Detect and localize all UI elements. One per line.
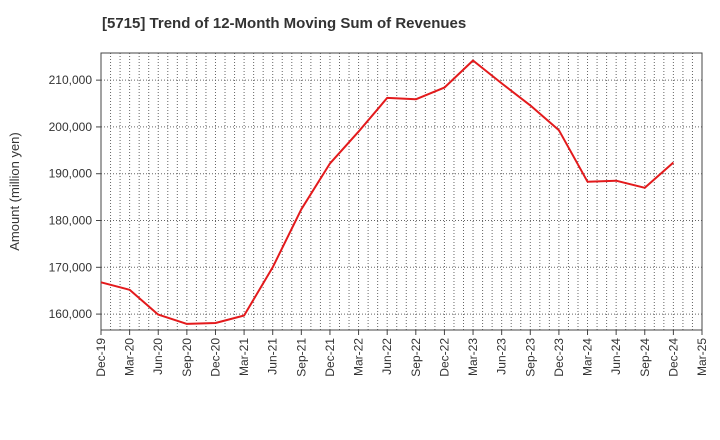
x-tick-label: Mar-23 <box>466 338 480 376</box>
x-tick-label: Jun-20 <box>151 338 165 375</box>
y-tick-label: 180,000 <box>49 214 93 228</box>
x-tick-label: Dec-20 <box>208 338 222 377</box>
x-tick-label: Sep-23 <box>523 338 537 377</box>
series-layer <box>100 59 675 325</box>
x-tick-label: Jun-21 <box>266 338 280 375</box>
x-tick-label: Dec-21 <box>323 338 337 377</box>
y-tick-label: 160,000 <box>49 307 93 321</box>
y-tick-label: 190,000 <box>49 167 93 181</box>
x-tick-label: Sep-20 <box>180 338 194 377</box>
x-tick-label: Jun-22 <box>380 338 394 375</box>
y-tick-label: 210,000 <box>49 73 93 87</box>
x-tick-label: Mar-22 <box>352 338 366 376</box>
y-tick-label: 200,000 <box>49 120 93 134</box>
x-tick-label: Dec-23 <box>552 338 566 377</box>
plot-area-frame <box>100 52 703 331</box>
x-tick-label: Mar-25 <box>695 338 709 376</box>
y-axis-ticks: 160,000 170,000 180,000 190,000 200,000 210,0… <box>49 73 101 321</box>
series-line <box>100 59 675 325</box>
y-tick-label: 170,000 <box>49 260 93 274</box>
x-tick-label: Dec-22 <box>437 338 451 377</box>
x-axis-ticks: Dec-19 Mar-20 Jun-20 Sep-20 Dec-20 Mar-21 Jun-… <box>94 330 709 377</box>
x-tick-label: Dec-19 <box>94 338 108 377</box>
grid-lines <box>101 53 702 330</box>
x-tick-label: Jun-24 <box>609 338 623 375</box>
x-tick-label: Mar-24 <box>581 338 595 376</box>
x-tick-label: Mar-20 <box>123 338 137 376</box>
x-tick-label: Sep-22 <box>409 338 423 377</box>
x-tick-label: Dec-24 <box>666 338 680 377</box>
x-tick-label: Jun-23 <box>495 338 509 375</box>
chart-title: [5715] Trend of 12-Month Moving Sum of R… <box>102 15 467 32</box>
y-axis-title: Amount (million yen) <box>7 132 22 251</box>
x-tick-label: Mar-21 <box>237 338 251 376</box>
x-tick-label: Sep-21 <box>294 338 308 377</box>
x-tick-label: Sep-24 <box>638 338 652 377</box>
